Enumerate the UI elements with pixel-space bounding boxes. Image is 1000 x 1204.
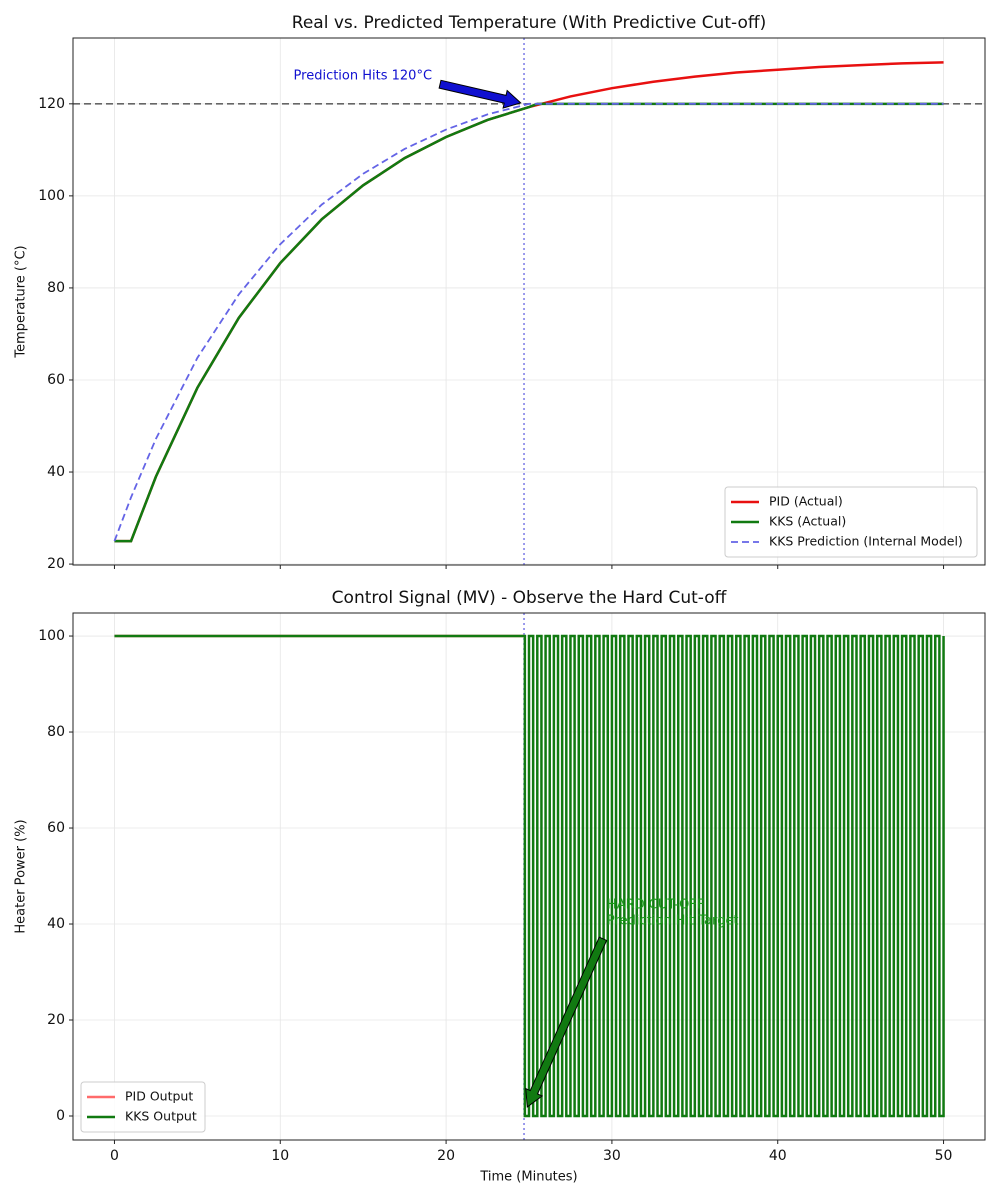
series-line — [113, 102, 944, 542]
x-tick-label: 50 — [935, 1148, 953, 1164]
x-tick-label: 20 — [437, 1148, 455, 1164]
x-tick-label: 10 — [271, 1148, 289, 1164]
y-tick-label: 20 — [47, 1012, 65, 1028]
y-tick-label: 40 — [47, 464, 65, 480]
legend-label: KKS (Actual) — [769, 514, 846, 529]
annotation-text: HARD CUT-OFF — [607, 897, 704, 912]
chart-title: Control Signal (MV) - Observe the Hard C… — [332, 588, 728, 608]
y-tick-label: 120 — [38, 96, 65, 112]
plot-frame — [72, 612, 986, 1141]
series-line — [114, 61, 944, 543]
y-tick-label: 40 — [47, 916, 65, 932]
y-tick-label: 80 — [47, 280, 65, 296]
series-line — [114, 634, 945, 1118]
annotation-arrow — [438, 79, 522, 109]
annotation-text: Prediction Hits 120°C — [294, 69, 433, 84]
annotation-text: Prediction Hit Target — [607, 913, 739, 928]
legend-box — [80, 1081, 206, 1133]
y-tick-label: 60 — [47, 372, 65, 388]
plot-frame — [72, 37, 986, 566]
chart: Real vs. Predicted Temperature (With Pre… — [14, 13, 986, 572]
y-tick-label: 80 — [47, 724, 65, 740]
legend-box — [724, 486, 978, 558]
y-tick-label: 60 — [47, 820, 65, 836]
x-tick-label: 30 — [603, 1148, 621, 1164]
legend-label: KKS Prediction (Internal Model) — [769, 534, 963, 549]
y-tick-label: 20 — [47, 556, 65, 572]
chart-title: Real vs. Predicted Temperature (With Pre… — [292, 13, 766, 33]
legend-label: KKS Output — [125, 1109, 197, 1124]
chart: Control Signal (MV) - Observe the Hard C… — [14, 588, 986, 1185]
x-axis-label: Time (Minutes) — [479, 1170, 577, 1185]
y-tick-label: 0 — [56, 1108, 65, 1124]
series-line — [114, 102, 944, 543]
y-axis-label: Heater Power (%) — [14, 819, 29, 933]
y-tick-label: 100 — [38, 188, 65, 204]
legend-label: PID (Actual) — [769, 494, 843, 509]
x-tick-label: 0 — [110, 1148, 119, 1164]
y-tick-label: 100 — [38, 628, 65, 644]
y-axis-label: Temperature (°C) — [14, 245, 29, 358]
legend-label: PID Output — [125, 1089, 193, 1104]
annotation-arrow — [525, 936, 608, 1108]
x-tick-label: 40 — [769, 1148, 787, 1164]
